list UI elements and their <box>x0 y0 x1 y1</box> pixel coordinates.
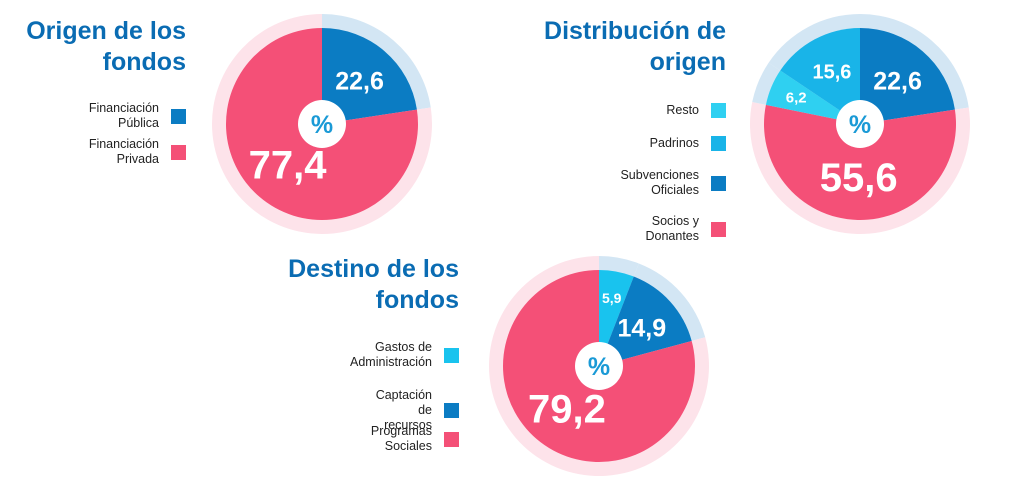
legend-swatch <box>444 347 459 363</box>
legend-item: Padrinos <box>650 136 726 151</box>
pie-slice-label: 15,6 <box>813 62 852 84</box>
legend-swatch <box>444 403 459 418</box>
pie-center-label: % <box>311 111 333 139</box>
legend-label: Subvenciones Oficiales <box>620 168 699 197</box>
pie-slice-label: 79,2 <box>528 387 606 431</box>
legend-swatch <box>444 431 459 447</box>
legend-item: Captación de recursos <box>376 388 459 433</box>
legend-label: Financiación Pública <box>88 101 159 130</box>
legend-label: Socios y Donantes <box>645 214 699 243</box>
legend-item: Subvenciones Oficiales <box>620 168 726 198</box>
pie-center-label: % <box>588 353 610 381</box>
pie-center <box>575 342 623 390</box>
pie-slice-label: 55,6 <box>820 156 898 200</box>
legend-label: Gastos de Administración <box>350 340 432 369</box>
pie-slice-label: 5,9 <box>602 290 622 306</box>
pie-slice-label: 14,9 <box>618 315 667 343</box>
legend-swatch <box>171 144 186 160</box>
pie-center <box>836 100 884 148</box>
legend-item: Socios y Donantes <box>645 214 726 244</box>
legend-swatch <box>711 175 726 191</box>
legend-item: Programas Sociales <box>371 424 459 454</box>
pie-slice-label: 22,6 <box>335 67 384 95</box>
pie-slice-label: 22,6 <box>873 67 922 95</box>
pie-slice <box>599 276 692 366</box>
legend-label: Financiación Privada <box>88 137 159 166</box>
pie-slice <box>764 104 957 220</box>
pie-slice-label: 6,2 <box>786 90 807 107</box>
chart-3-title: Destino de los fondos <box>288 255 459 314</box>
pie-slice <box>322 28 417 124</box>
pie-slice <box>765 70 860 124</box>
legend-item: Financiación Pública <box>89 101 186 131</box>
pie-center-label: % <box>849 111 871 139</box>
legend-swatch <box>171 108 186 124</box>
pie-slice <box>599 270 634 366</box>
pie-slice <box>860 28 955 124</box>
legend-swatch <box>711 103 726 118</box>
legend-item: Resto <box>666 103 726 118</box>
legend-label: Resto <box>666 103 699 117</box>
legend-item: Gastos de Administración <box>350 340 459 370</box>
legend-label: Captación de recursos <box>375 388 432 432</box>
chart-2-title: Distribución de origen <box>544 17 726 76</box>
legend-item: Financiación Privada <box>89 137 186 167</box>
legend-label: Programas Sociales <box>370 424 432 453</box>
pie-slice <box>780 28 860 124</box>
pie-center <box>298 100 346 148</box>
legend-swatch <box>711 221 726 237</box>
legend-swatch <box>711 136 726 151</box>
legend-label: Padrinos <box>649 136 699 150</box>
pie-slice-label: 77,4 <box>249 143 328 187</box>
chart-1-title: Origen de los fondos <box>26 17 186 76</box>
